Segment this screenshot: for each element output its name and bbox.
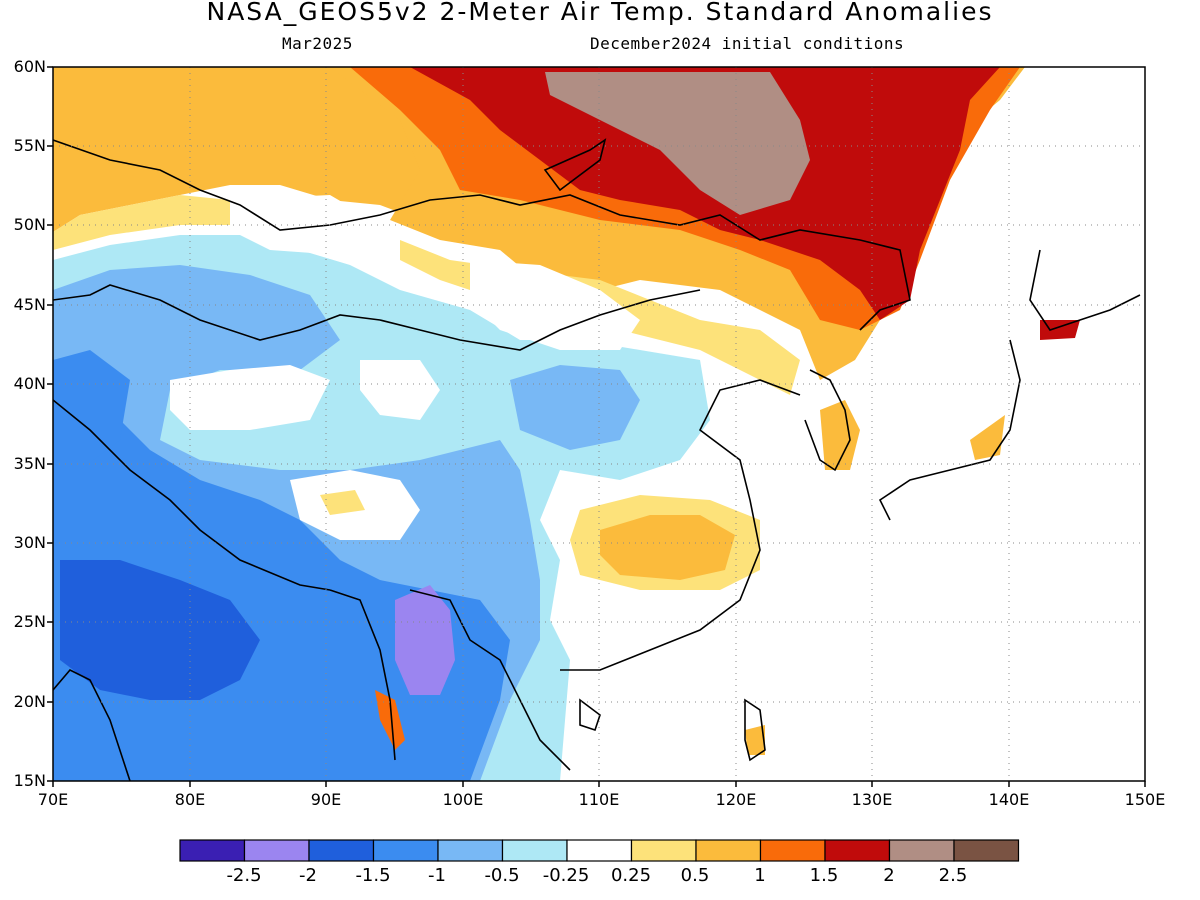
- white-tibet-b: [360, 360, 440, 420]
- coastlines: [53, 138, 1141, 781]
- colorbar-label: 2: [883, 865, 895, 886]
- white-tibet-a: [170, 365, 330, 430]
- cold-stronger-pockets: [60, 560, 260, 700]
- lon-label: 90E: [310, 790, 342, 809]
- colorbar-label: 0.5: [680, 865, 710, 886]
- lon-label: 70E: [37, 790, 69, 809]
- colorbar-label: 1: [754, 865, 766, 886]
- lat-label: 45N: [13, 295, 46, 314]
- white-north-plain: [470, 260, 640, 350]
- lat-label: 55N: [13, 136, 46, 155]
- colorbar: [179, 839, 1020, 862]
- colorbar-label: -1: [428, 865, 446, 886]
- lon-label: 80E: [174, 790, 206, 809]
- colorbar-swatch: [824, 839, 891, 862]
- bay-of-bengal-warm: [375, 690, 405, 750]
- lat-label: 25N: [13, 612, 46, 631]
- taiwan-warm: [745, 725, 765, 755]
- white-mongolia: [230, 195, 390, 255]
- colorbar-swatch: [179, 839, 246, 862]
- cold-central: [510, 365, 640, 450]
- lat-label: 40N: [13, 374, 46, 393]
- chart-title: NASA_GEOS5v2 2-Meter Air Temp. Standard …: [206, 0, 994, 26]
- korea-warm: [820, 400, 860, 470]
- colorbar-swatch: [566, 839, 633, 862]
- lat-label: 50N: [13, 215, 46, 234]
- colorbar-swatch: [243, 839, 310, 862]
- colorbar-label: -2: [299, 865, 317, 886]
- colorbar-swatch: [953, 839, 1020, 862]
- colorbar-label: 0.25: [610, 865, 652, 886]
- colorbar-label: -0.25: [542, 865, 590, 886]
- colorbar-swatch: [888, 839, 955, 862]
- lat-label: 20N: [13, 692, 46, 711]
- gridlines: [53, 67, 1145, 781]
- colorbar-swatch: [501, 839, 568, 862]
- lon-label: 100E: [442, 790, 484, 809]
- colorbar-label: 1.5: [809, 865, 839, 886]
- colorbar-swatch: [695, 839, 762, 862]
- forecast-month: Mar2025: [282, 34, 353, 53]
- anomaly-field: [53, 67, 1145, 781]
- colorbar-swatch: [372, 839, 439, 862]
- colorbar-label: -0.5: [484, 865, 520, 886]
- ne-extreme-warm: [545, 72, 810, 215]
- lat-label: 30N: [13, 533, 46, 552]
- lon-label: 150E: [1124, 790, 1166, 809]
- ne-very-strong-warm: [410, 67, 1000, 320]
- colorbar-swatch: [630, 839, 697, 862]
- hokkaido-warm: [1040, 320, 1080, 340]
- lon-label: 140E: [988, 790, 1030, 809]
- lon-label: 110E: [578, 790, 620, 809]
- colorbar-label: -2.5: [226, 865, 262, 886]
- colorbar-swatch: [308, 839, 375, 862]
- japan-warm: [970, 415, 1005, 460]
- ne-white-corner: [940, 67, 1145, 781]
- east-china-warm: [600, 515, 735, 580]
- cold-west-edge: [53, 350, 130, 470]
- cold-extreme-myanmar: [395, 585, 455, 695]
- lon-label: 120E: [715, 790, 757, 809]
- colorbar-swatch: [759, 839, 826, 862]
- initial-conditions: December2024 initial conditions: [590, 34, 905, 53]
- nw-light-warm: [53, 195, 280, 250]
- lat-label: 35N: [13, 454, 46, 473]
- lat-label: 60N: [13, 57, 46, 76]
- lat-label: 15N: [13, 771, 46, 790]
- colorbar-label: -1.5: [355, 865, 391, 886]
- tibet-warm-spot: [320, 490, 365, 515]
- colorbar-swatch: [437, 839, 504, 862]
- colorbar-label: 2.5: [938, 865, 968, 886]
- lon-label: 130E: [851, 790, 893, 809]
- tick-marks: [47, 66, 1146, 787]
